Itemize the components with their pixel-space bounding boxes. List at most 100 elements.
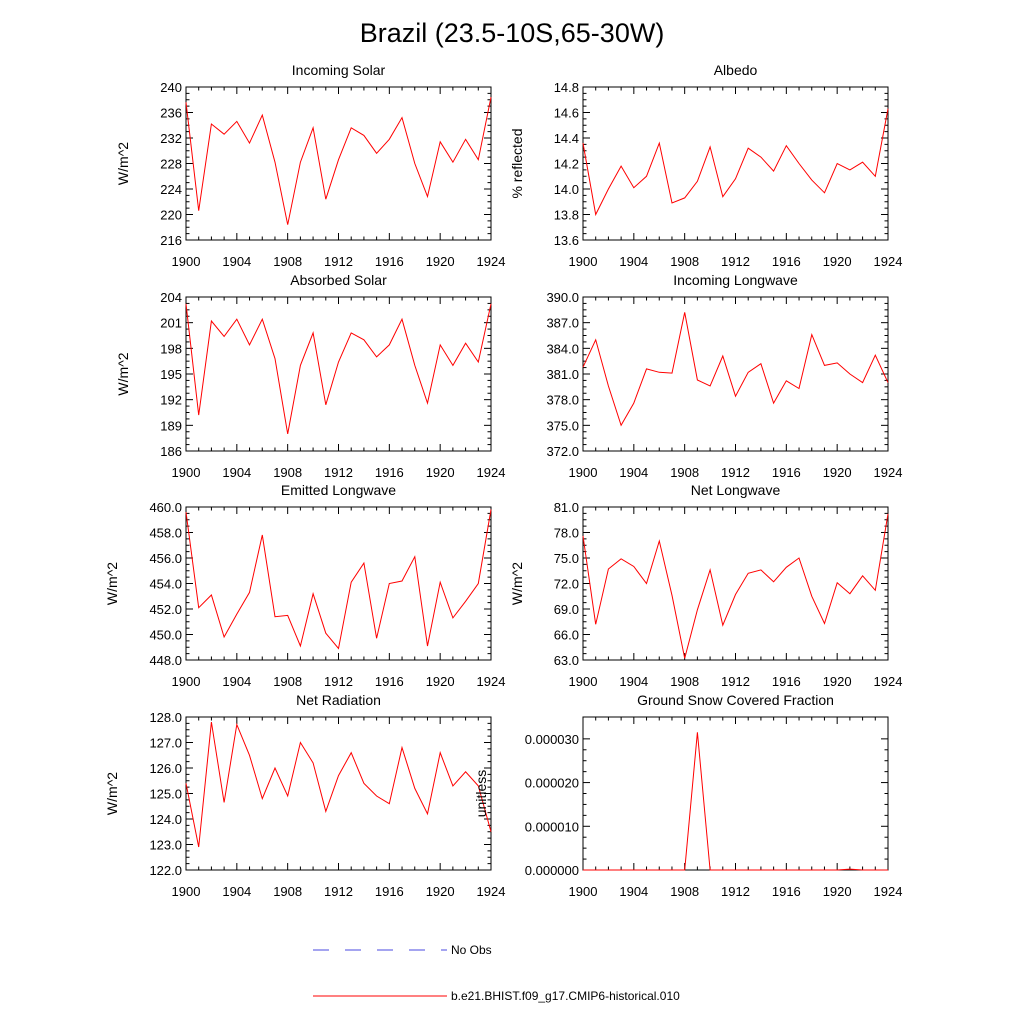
y-axis-label: W/m^2 (104, 772, 120, 815)
panel-title: Emitted Longwave (281, 482, 396, 498)
y-axis-label: % reflected (509, 128, 525, 198)
y-axis-label: W/m^2 (115, 352, 131, 395)
y-tick-label: 216 (160, 233, 182, 248)
y-tick-label: 63.0 (554, 653, 579, 668)
series-line (185, 97, 492, 225)
y-tick-label: 122.0 (149, 863, 182, 878)
x-tick-label: 1900 (172, 254, 201, 269)
y-axis-label: W/m^2 (509, 562, 525, 605)
x-tick-label: 1912 (324, 884, 353, 899)
panel-title: Incoming Longwave (673, 272, 798, 288)
y-axis-label: unitless (473, 770, 489, 817)
y-tick-label: 192 (160, 393, 182, 408)
y-tick-label: 240 (160, 80, 182, 95)
y-tick-label: 375.0 (546, 418, 579, 433)
panel-title: Ground Snow Covered Fraction (637, 692, 834, 708)
x-tick-label: 1920 (823, 884, 852, 899)
y-tick-label: 72.0 (554, 577, 579, 592)
x-tick-label: 1904 (619, 674, 648, 689)
x-tick-label: 1904 (222, 884, 251, 899)
y-tick-label: 384.0 (546, 341, 579, 356)
x-tick-label: 1920 (426, 254, 455, 269)
x-tick-label: 1912 (324, 465, 353, 480)
x-tick-label: 1920 (823, 465, 852, 480)
y-tick-label: 236 (160, 106, 182, 121)
x-tick-label: 1916 (772, 674, 801, 689)
y-tick-label: 14.4 (554, 131, 579, 146)
plot-frame (185, 506, 492, 661)
series-line (185, 722, 492, 848)
y-tick-label: 14.0 (554, 182, 579, 197)
y-tick-label: 124.0 (149, 812, 182, 827)
y-tick-label: 66.0 (554, 628, 579, 643)
panel-6: Net Longwave 1900 1904 1908 1912 1916 1920 1924… (509, 482, 902, 689)
y-tick-label: 0.000020 (525, 776, 579, 791)
y-tick-label: 228 (160, 157, 182, 172)
y-tick-label: 224 (160, 182, 182, 197)
panel-4: Incoming Longwave 1900 1904 1908 1912 1916 192… (546, 272, 902, 480)
y-tick-label: 454.0 (149, 577, 182, 592)
y-tick-label: 81.0 (554, 500, 579, 515)
y-tick-label: 186 (160, 444, 182, 459)
panel-8: Ground Snow Covered Fraction 1900 1904 1908… (473, 692, 902, 899)
figure-title: Brazil (23.5-10S,65-30W) (360, 18, 665, 48)
x-tick-label: 1912 (324, 254, 353, 269)
panel-title: Net Radiation (296, 692, 381, 708)
x-tick-label: 1916 (375, 674, 404, 689)
y-tick-label: 204 (160, 290, 182, 305)
y-tick-label: 14.6 (554, 106, 579, 121)
x-tick-label: 1916 (772, 465, 801, 480)
y-tick-label: 456.0 (149, 551, 182, 566)
x-tick-label: 1924 (874, 884, 903, 899)
x-tick-label: 1900 (569, 884, 598, 899)
y-tick-label: 13.8 (554, 208, 579, 223)
y-tick-label: 14.2 (554, 157, 579, 172)
x-tick-label: 1920 (823, 254, 852, 269)
panel-title: Net Longwave (691, 482, 781, 498)
y-tick-label: 198 (160, 341, 182, 356)
x-tick-label: 1908 (273, 465, 302, 480)
legend: No Obs b.e21.BHIST.f09_g17.CMIP6-histori… (313, 943, 680, 1003)
panel-7: Net Radiation 1900 1904 1908 1912 1916 1920 192… (104, 692, 505, 899)
x-tick-label: 1924 (477, 884, 506, 899)
panel-title: Absorbed Solar (290, 272, 387, 288)
x-tick-label: 1900 (172, 674, 201, 689)
x-tick-label: 1924 (874, 674, 903, 689)
x-tick-label: 1904 (222, 674, 251, 689)
y-tick-label: 450.0 (149, 628, 182, 643)
x-tick-label: 1908 (273, 674, 302, 689)
x-tick-label: 1900 (569, 254, 598, 269)
y-tick-label: 0.000030 (525, 732, 579, 747)
plot-frame (185, 86, 492, 241)
y-tick-label: 381.0 (546, 367, 579, 382)
y-tick-label: 127.0 (149, 736, 182, 751)
y-tick-label: 220 (160, 208, 182, 223)
x-tick-label: 1908 (670, 884, 699, 899)
legend-model-label: b.e21.BHIST.f09_g17.CMIP6-historical.010 (451, 989, 680, 1003)
x-tick-label: 1904 (619, 465, 648, 480)
series-line (185, 303, 492, 434)
y-tick-label: 448.0 (149, 653, 182, 668)
plot-frame (185, 716, 492, 871)
y-tick-label: 201 (160, 316, 182, 331)
x-tick-label: 1904 (619, 884, 648, 899)
y-axis-label: W/m^2 (104, 562, 120, 605)
panel-5: Emitted Longwave 1900 1904 1908 1912 1916 1920… (104, 482, 505, 689)
x-tick-label: 1916 (772, 884, 801, 899)
x-tick-label: 1924 (477, 254, 506, 269)
panels: Incoming Solar 1900 1904 1908 1912 1916 1920 19… (104, 62, 902, 899)
x-tick-label: 1900 (569, 465, 598, 480)
plot-frame (582, 86, 889, 241)
plot-frame (582, 296, 889, 452)
x-tick-label: 1904 (222, 254, 251, 269)
y-tick-label: 378.0 (546, 393, 579, 408)
series-line (185, 509, 492, 650)
x-tick-label: 1912 (721, 884, 750, 899)
y-tick-label: 78.0 (554, 526, 579, 541)
x-tick-label: 1912 (721, 465, 750, 480)
y-tick-label: 14.8 (554, 80, 579, 95)
y-tick-label: 458.0 (149, 526, 182, 541)
panel-title: Incoming Solar (292, 62, 386, 78)
y-tick-label: 189 (160, 418, 182, 433)
series-line (583, 732, 888, 871)
